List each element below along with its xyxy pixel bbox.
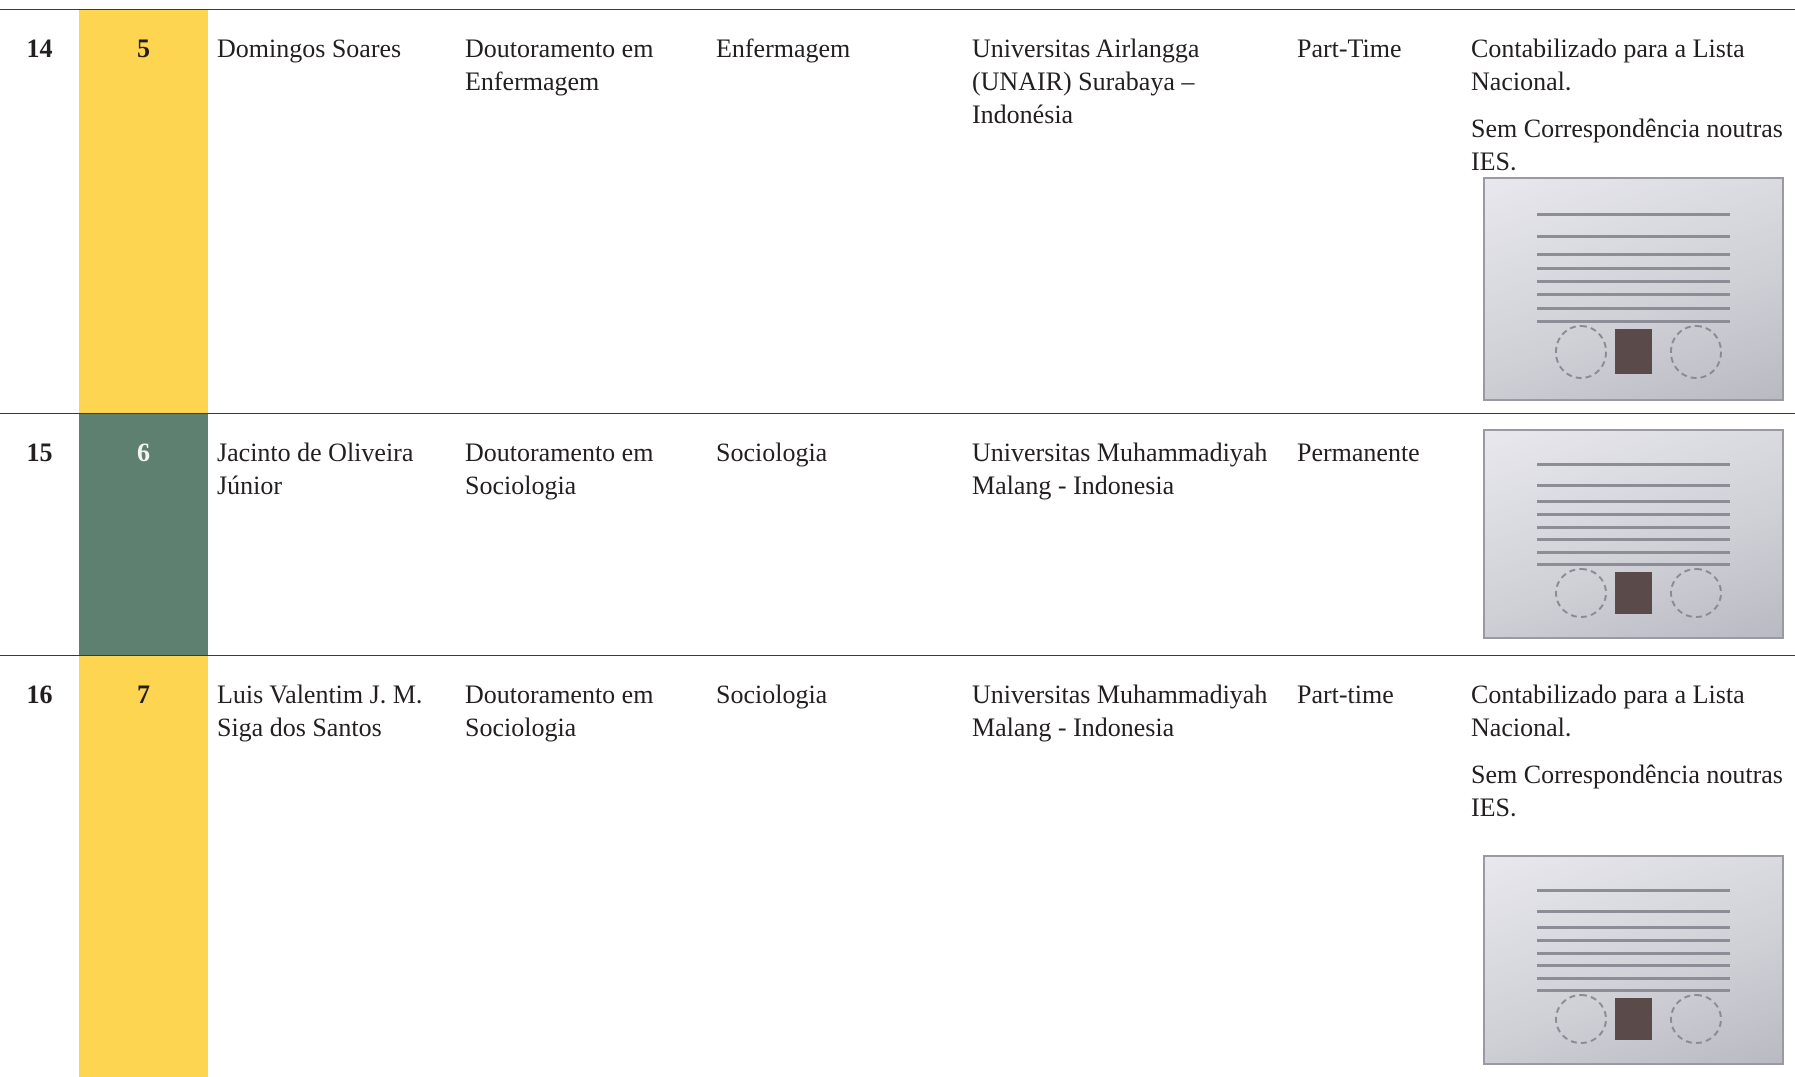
row-number: 7 [137,680,150,709]
certificate-line [1537,538,1730,542]
note: Sem Correspondência noutras IES. [1471,760,1783,822]
certificate-line [1537,989,1730,993]
certificate-image [1483,429,1784,639]
certificate-line [1537,266,1730,270]
certificate-line [1537,483,1730,487]
certificate-line [1537,235,1730,239]
name: Jacinto de Oliveira Júnior [217,438,414,500]
certificate-seal [1669,993,1722,1044]
field: Enfermagem [716,34,851,63]
certificate-line [1537,500,1730,504]
table-row: 15 6 Jacinto de Oliveira Júnior Doutorament… [0,413,1795,656]
certificate-line [1537,525,1730,529]
certificate-line [1537,462,1730,466]
institution: Universitas Muhammadiyah Malang - Indone… [972,680,1268,742]
row-number: 5 [137,34,150,63]
row-index: 15 [26,438,53,467]
degree: Doutoramento em Sociologia [465,438,654,500]
certificate-line [1537,306,1730,310]
notes: Contabilizado para a Lista Nacional. Sem … [1471,32,1791,192]
row-number: 6 [137,438,150,467]
regime: Part-Time [1297,34,1402,63]
notes: Contabilizado para a Lista Nacional. Sem … [1471,678,1791,838]
name: Domingos Soares [217,34,402,63]
table-row: 16 7 Luis Valentim J. M. Siga dos Santos Do… [0,655,1795,1077]
certificate-line [1537,926,1730,930]
name: Luis Valentim J. M. Siga dos Santos [217,680,423,742]
certificate-seal [1669,567,1722,618]
note: Contabilizado para a Lista Nacional. [1471,680,1745,742]
institution: Universitas Muhammadiyah Malang - Indone… [972,438,1268,500]
certificate-photo [1615,571,1652,614]
highlight-band [79,656,208,1077]
row-index: 16 [26,680,53,709]
highlight-band [79,414,208,656]
table-row: 14 5 Domingos Soares Doutoramento em Enferm… [0,9,1795,414]
certificate-line [1537,253,1730,257]
row-index: 14 [26,34,53,63]
certificate-line [1537,212,1730,216]
regime: Permanente [1297,438,1420,467]
certificate-seal [1555,567,1608,618]
certificate-line [1537,513,1730,516]
field: Sociologia [716,680,828,709]
institution: Universitas Airlangga (UNAIR) Surabaya –… [972,34,1200,129]
note: Sem Correspondência noutras IES. [1471,114,1783,176]
note: Contabilizado para a Lista Nacional. [1471,34,1745,96]
certificate-line [1537,976,1730,980]
regime: Part-time [1297,680,1394,709]
certificate-line [1537,964,1730,968]
certificate-image [1483,855,1784,1065]
certificate-seal [1555,993,1608,1044]
certificate-line [1537,320,1730,324]
highlight-band [79,10,208,414]
certificate-line [1537,280,1730,284]
certificate-seal [1669,325,1722,379]
certificate-line [1537,888,1730,892]
certificate-photo [1615,997,1652,1040]
certificate-line [1537,563,1730,567]
field: Sociologia [716,438,828,467]
certificate-line [1537,909,1730,913]
degree: Doutoramento em Enfermagem [465,34,654,96]
certificate-seal [1555,325,1608,379]
certificate-line [1537,951,1730,955]
certificate-line [1537,293,1730,297]
certificate-line [1537,939,1730,942]
certificate-image [1483,177,1784,401]
certificate-photo [1615,329,1652,375]
degree: Doutoramento em Sociologia [465,680,654,742]
certificate-line [1537,550,1730,554]
